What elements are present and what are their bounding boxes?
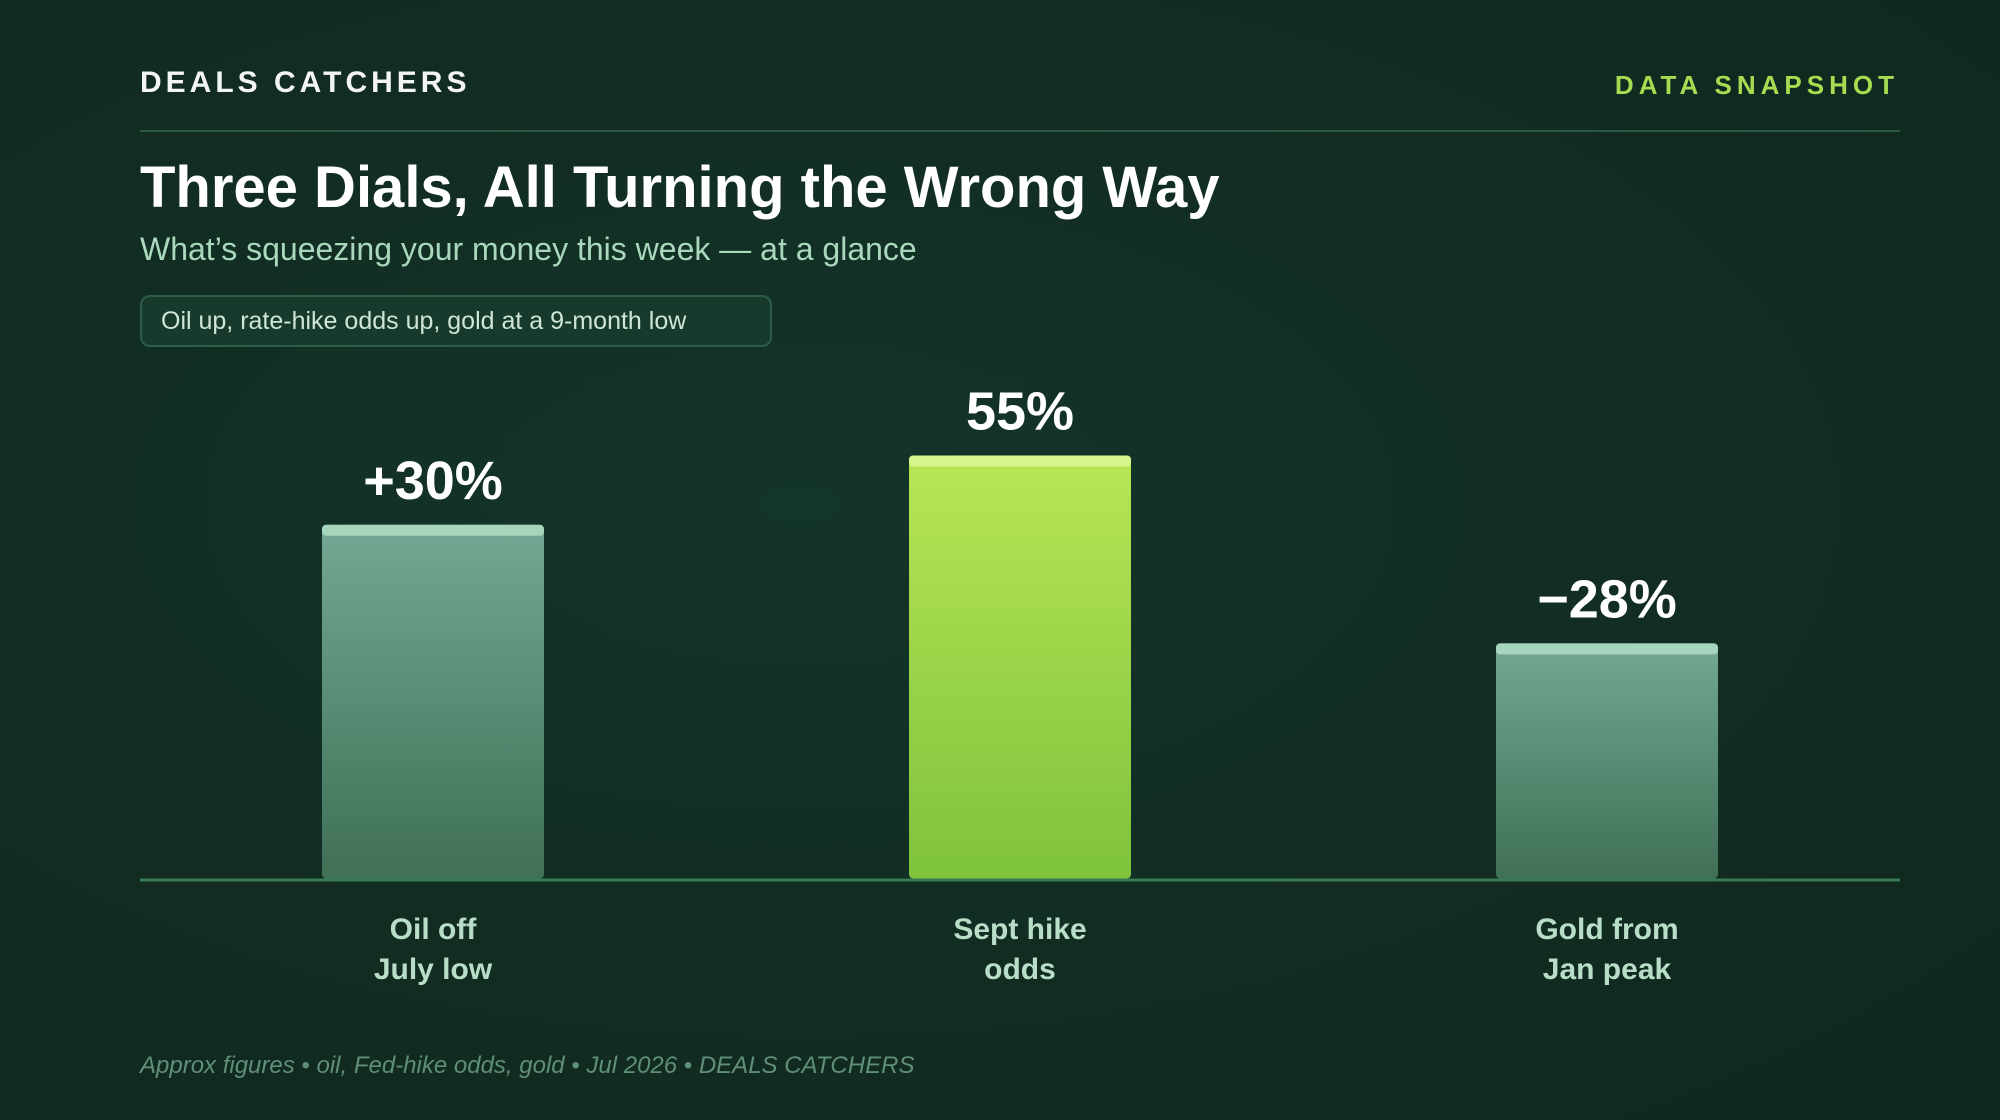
category-label: odds — [984, 953, 1056, 986]
bar-3 — [1496, 643, 1718, 879]
category-label: Sept hike — [953, 913, 1086, 946]
chart-bars — [322, 455, 1718, 879]
bar-cap — [322, 524, 544, 536]
value-label: −28% — [1537, 569, 1677, 629]
category-label: Gold from — [1535, 913, 1678, 946]
value-label: +30% — [363, 451, 503, 511]
category-label: Jan peak — [1543, 953, 1672, 986]
header-divider — [140, 130, 1900, 132]
bar-body — [322, 524, 544, 879]
source-footnote: Approx figures • oil, Fed-hike odds, gol… — [140, 1052, 915, 1079]
page-title: Three Dials, All Turning the Wrong Way — [140, 155, 1220, 220]
bar-cap — [909, 455, 1131, 467]
bar-cap — [1496, 643, 1718, 655]
chart-labels: +30% Oil off July low 55% Sept hike odds −28% G… — [363, 382, 1678, 987]
value-label: 55% — [966, 382, 1074, 442]
bar-2 — [909, 455, 1131, 879]
bar-body — [909, 455, 1131, 879]
bar-body — [1496, 643, 1718, 879]
brand-name: DEALS CATCHERS — [140, 66, 471, 99]
summary-pill: Oil up, rate-hike odds up, gold at a 9-m… — [140, 295, 772, 347]
category-label: Oil off — [390, 913, 478, 946]
category-label: July low — [374, 953, 493, 986]
bar-1 — [322, 524, 544, 879]
page-subtitle: What’s squeezing your money this week — … — [140, 231, 917, 267]
section-tag: DATA SNAPSHOT — [1614, 70, 1899, 100]
